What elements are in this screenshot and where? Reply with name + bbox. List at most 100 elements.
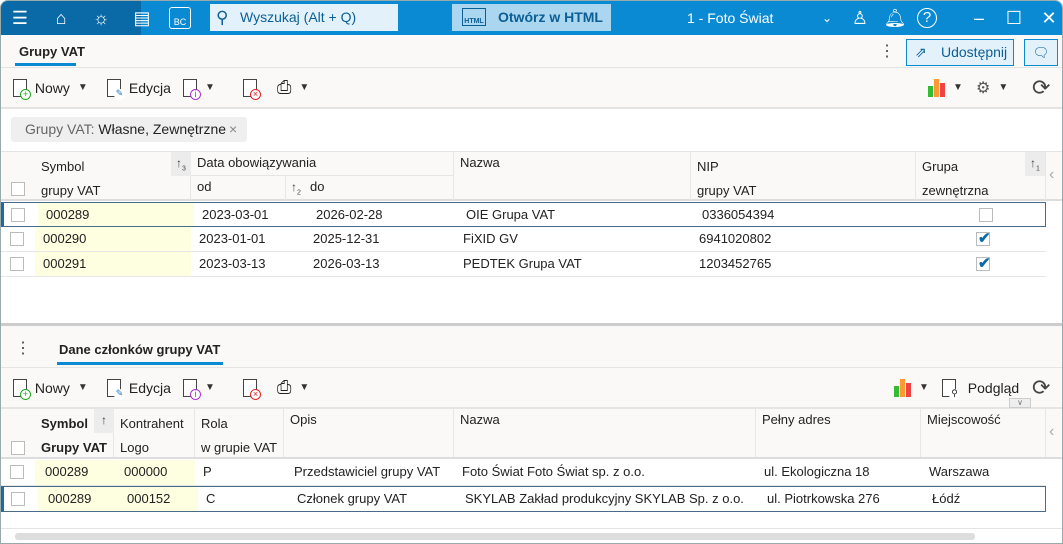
chevron-down-icon: ▼ — [299, 82, 310, 93]
maximize-icon[interactable]: ☐ — [1005, 8, 1023, 28]
external-group-checkbox[interactable] — [976, 229, 991, 247]
expand-toolbar-icon[interactable]: ∨ — [1009, 398, 1031, 408]
home-icon[interactable]: ⌂ — [55, 8, 67, 28]
chart-button[interactable]: ▼ — [894, 368, 929, 407]
print-button[interactable]: ⎙ ▼ — [277, 368, 309, 407]
select-all-checkbox[interactable] — [11, 441, 25, 455]
edit-button[interactable]: ✎ Edycja — [107, 368, 171, 407]
table-row[interactable]: 000289 2023-03-01 2026-02-28 OIE Grupa VAT 0… — [1, 202, 1046, 227]
more-options-icon[interactable]: ⋮ — [15, 340, 31, 357]
cell-description: Przedstawiciel grupy VAT — [294, 464, 441, 479]
delete-button[interactable]: × — [243, 368, 261, 407]
cell-to: 2025-12-31 — [313, 231, 380, 246]
operations-button[interactable]: ⚙ ▼ — [976, 68, 1008, 107]
tab-grupy-vat[interactable]: Grupy VAT — [19, 44, 85, 59]
column-header-validity: Data obowiązywania — [191, 152, 454, 176]
close-icon[interactable]: × — [229, 121, 238, 137]
info-button[interactable]: i ▼ — [183, 68, 215, 107]
user-icon[interactable]: ♙ — [851, 8, 869, 28]
delete-button[interactable]: × — [243, 68, 261, 107]
row-checkbox[interactable] — [11, 492, 25, 506]
column-header-from[interactable]: od — [191, 176, 286, 200]
row-checkbox[interactable] — [10, 257, 24, 271]
bell-icon[interactable]: 🔔︎ — [883, 8, 907, 28]
header-label: Rola — [201, 416, 228, 431]
column-header-symbol[interactable]: Symbol Grupy VAT — [35, 409, 114, 457]
close-icon[interactable]: ✕ — [1041, 8, 1057, 28]
column-header-name[interactable]: Nazwa — [454, 409, 756, 457]
column-header-symbol[interactable]: Symbol grupy VAT — [35, 152, 191, 200]
table-row[interactable]: 000291 2023-03-13 2026-03-13 PEDTEK Grupa V… — [1, 252, 1046, 277]
new-button[interactable]: + Nowy ▼ — [13, 68, 88, 107]
chevron-down-icon[interactable]: ⌄ — [821, 11, 833, 25]
column-header-contractor[interactable]: Kontrahent Logo — [114, 409, 195, 457]
external-group-checkbox[interactable] — [976, 254, 991, 272]
sort-ascending-icon[interactable]: ↑ — [94, 409, 114, 433]
hamburger-menu-icon[interactable]: ☰ — [11, 8, 29, 28]
edit-document-icon: ✎ — [107, 378, 125, 400]
row-checkbox[interactable] — [10, 232, 24, 246]
column-header-city[interactable]: Miejscowość — [921, 409, 1046, 457]
search-input[interactable]: ⚲ Wyszukaj (Alt + Q) — [210, 4, 398, 31]
open-html-button[interactable]: HTML Otwórz w HTML — [452, 4, 611, 31]
cell-name: SKYLAB Zakład produkcyjny SKYLAB Sp. z o… — [465, 491, 744, 506]
main-toolbar: + Nowy ▼ ✎ Edycja i ▼ × ⎙ ▼ ▼ ⚙ ▼ ⟳ — [1, 68, 1062, 109]
row-checkbox[interactable] — [11, 208, 25, 222]
column-header-role[interactable]: Rola w grupie VAT — [195, 409, 284, 457]
company-name[interactable]: 1 - Foto Świat — [687, 10, 774, 26]
chevron-left-icon[interactable]: ‹ — [1049, 423, 1055, 440]
row-checkbox[interactable] — [10, 465, 24, 479]
table-row[interactable]: 000290 2023-01-01 2025-12-31 FiXID GV 694102… — [1, 227, 1046, 252]
chart-button[interactable]: ▼ — [928, 68, 963, 107]
new-document-icon: + — [13, 378, 31, 400]
chevron-left-icon[interactable]: ‹ — [1049, 166, 1055, 183]
preview-button[interactable]: ⚲ Podgląd — [942, 368, 1019, 407]
more-options-icon[interactable]: ⋮ — [879, 43, 895, 60]
sort-ascending-icon[interactable]: ↑1 — [1025, 152, 1045, 176]
column-header-address[interactable]: Pełny adres — [756, 409, 921, 457]
bar-chart-icon — [894, 378, 911, 397]
filter-chip[interactable]: Grupy VAT: Własne, Zewnętrzne × — [11, 117, 247, 142]
refresh-button[interactable]: ⟳ — [1032, 368, 1050, 407]
share-label: Udostępnij — [941, 44, 1008, 60]
delete-document-icon: × — [243, 378, 261, 400]
scrollbar-thumb[interactable] — [15, 533, 975, 540]
search-placeholder: Wyszukaj (Alt + Q) — [240, 9, 357, 25]
tab-dane-czlonkow[interactable]: Dane członków grupy VAT — [59, 342, 221, 357]
column-header-name[interactable]: Nazwa — [454, 152, 691, 200]
panel-splitter[interactable] — [1, 323, 1062, 326]
share-button[interactable]: ⇗ Udostępnij — [906, 39, 1014, 66]
external-group-checkbox[interactable] — [979, 208, 993, 222]
refresh-button[interactable]: ⟳ — [1032, 68, 1050, 107]
bc-label: BC — [173, 17, 187, 27]
cell-symbol: 000290 — [35, 227, 191, 251]
header-label: Symbol — [41, 416, 88, 431]
help-icon[interactable]: ? — [917, 8, 937, 28]
new-button[interactable]: + Nowy ▼ — [13, 368, 88, 407]
bc-icon[interactable]: BC — [169, 7, 191, 29]
news-icon[interactable]: ▤ — [133, 8, 151, 28]
sort-ascending-icon[interactable]: ↑3 — [171, 152, 191, 176]
print-button[interactable]: ⎙ ▼ — [277, 68, 309, 107]
preview-label: Podgląd — [967, 379, 1020, 396]
horizontal-scrollbar[interactable] — [1, 528, 1062, 543]
lightbulb-icon[interactable]: ☼ — [92, 8, 110, 28]
column-header-external[interactable]: Grupa zewnętrzna — [916, 152, 1046, 200]
comments-button[interactable]: 🗨︎ — [1024, 39, 1058, 66]
column-header-description[interactable]: Opis — [284, 409, 454, 457]
info-button[interactable]: i ▼ — [183, 368, 215, 407]
sort-ascending-icon[interactable]: ↑2 — [291, 180, 301, 197]
table-row[interactable]: 000289 000152 C Członek grupy VAT SKYLAB Zak… — [1, 486, 1046, 512]
column-header-nip[interactable]: NIP grupy VAT — [691, 152, 916, 200]
cell-to: 2026-02-28 — [316, 207, 383, 222]
header-label: grupy VAT — [41, 183, 101, 198]
header-label: Grupa — [922, 159, 959, 174]
edit-button[interactable]: ✎ Edycja — [107, 68, 171, 107]
header-label: Kontrahent — [120, 416, 184, 431]
printer-icon: ⎙ — [277, 77, 292, 97]
table-row[interactable]: 000289 000000 P Przedstawiciel grupy VAT Fot… — [1, 460, 1046, 486]
column-header-to[interactable]: do — [306, 176, 454, 200]
select-all-checkbox[interactable] — [11, 182, 25, 196]
minimize-icon[interactable]: – — [973, 8, 984, 28]
cell-nip: 1203452765 — [699, 256, 772, 271]
